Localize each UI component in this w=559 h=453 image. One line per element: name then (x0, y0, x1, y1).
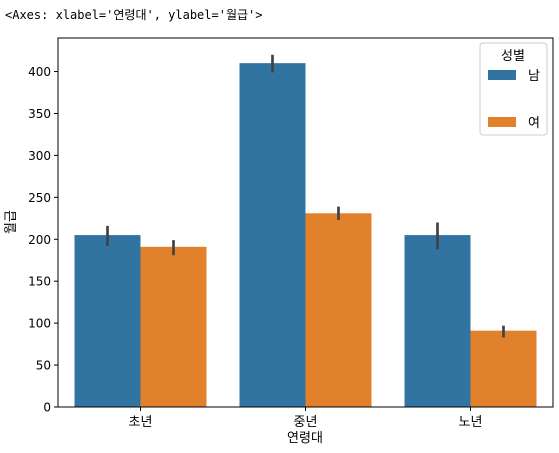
y-tick-label-5: 250 (28, 191, 51, 205)
x-tick-label-1: 중년 (294, 415, 318, 430)
legend-label-male: 남 (528, 69, 540, 84)
x-tick-label-2: 노년 (459, 415, 483, 430)
x-axis: 초년 중년 노년 (129, 407, 483, 430)
bar-1-0 (239, 63, 306, 408)
x-tick-label-0: 초년 (129, 415, 153, 430)
legend-title: 성별 (501, 49, 525, 64)
legend-swatch-female (488, 117, 516, 127)
plot-frame (57, 37, 554, 408)
legend-label-female: 여 (528, 116, 540, 131)
bar-0-0 (74, 235, 141, 407)
bar-2-1 (470, 330, 537, 407)
y-tick-label-2: 100 (28, 317, 51, 331)
axes-repr-text: <Axes: xlabel='연령대', ylabel='월급'> (5, 8, 263, 22)
legend: 성별 남 여 (479, 42, 548, 136)
y-tick-label-4: 200 (28, 233, 51, 247)
y-tick-label-3: 150 (28, 275, 51, 289)
bar-2-0 (404, 235, 471, 407)
y-axis-label: 월급 (4, 210, 19, 234)
legend-frame (479, 42, 548, 136)
error-bars-layer (106, 54, 505, 338)
x-axis-label: 연령대 (287, 431, 323, 446)
bar-0-1 (140, 246, 207, 407)
y-tick-label-7: 350 (28, 107, 51, 121)
legend-swatch-male (488, 70, 516, 80)
y-tick-label-1: 50 (36, 359, 51, 373)
y-tick-label-6: 300 (28, 149, 51, 163)
y-tick-label-8: 400 (28, 65, 51, 79)
y-axis: 0 50 100 150 200 250 300 350 400 (28, 65, 58, 415)
y-tick-label-0: 0 (43, 401, 51, 415)
bars-layer (74, 63, 537, 408)
bar-1-1 (305, 213, 372, 407)
